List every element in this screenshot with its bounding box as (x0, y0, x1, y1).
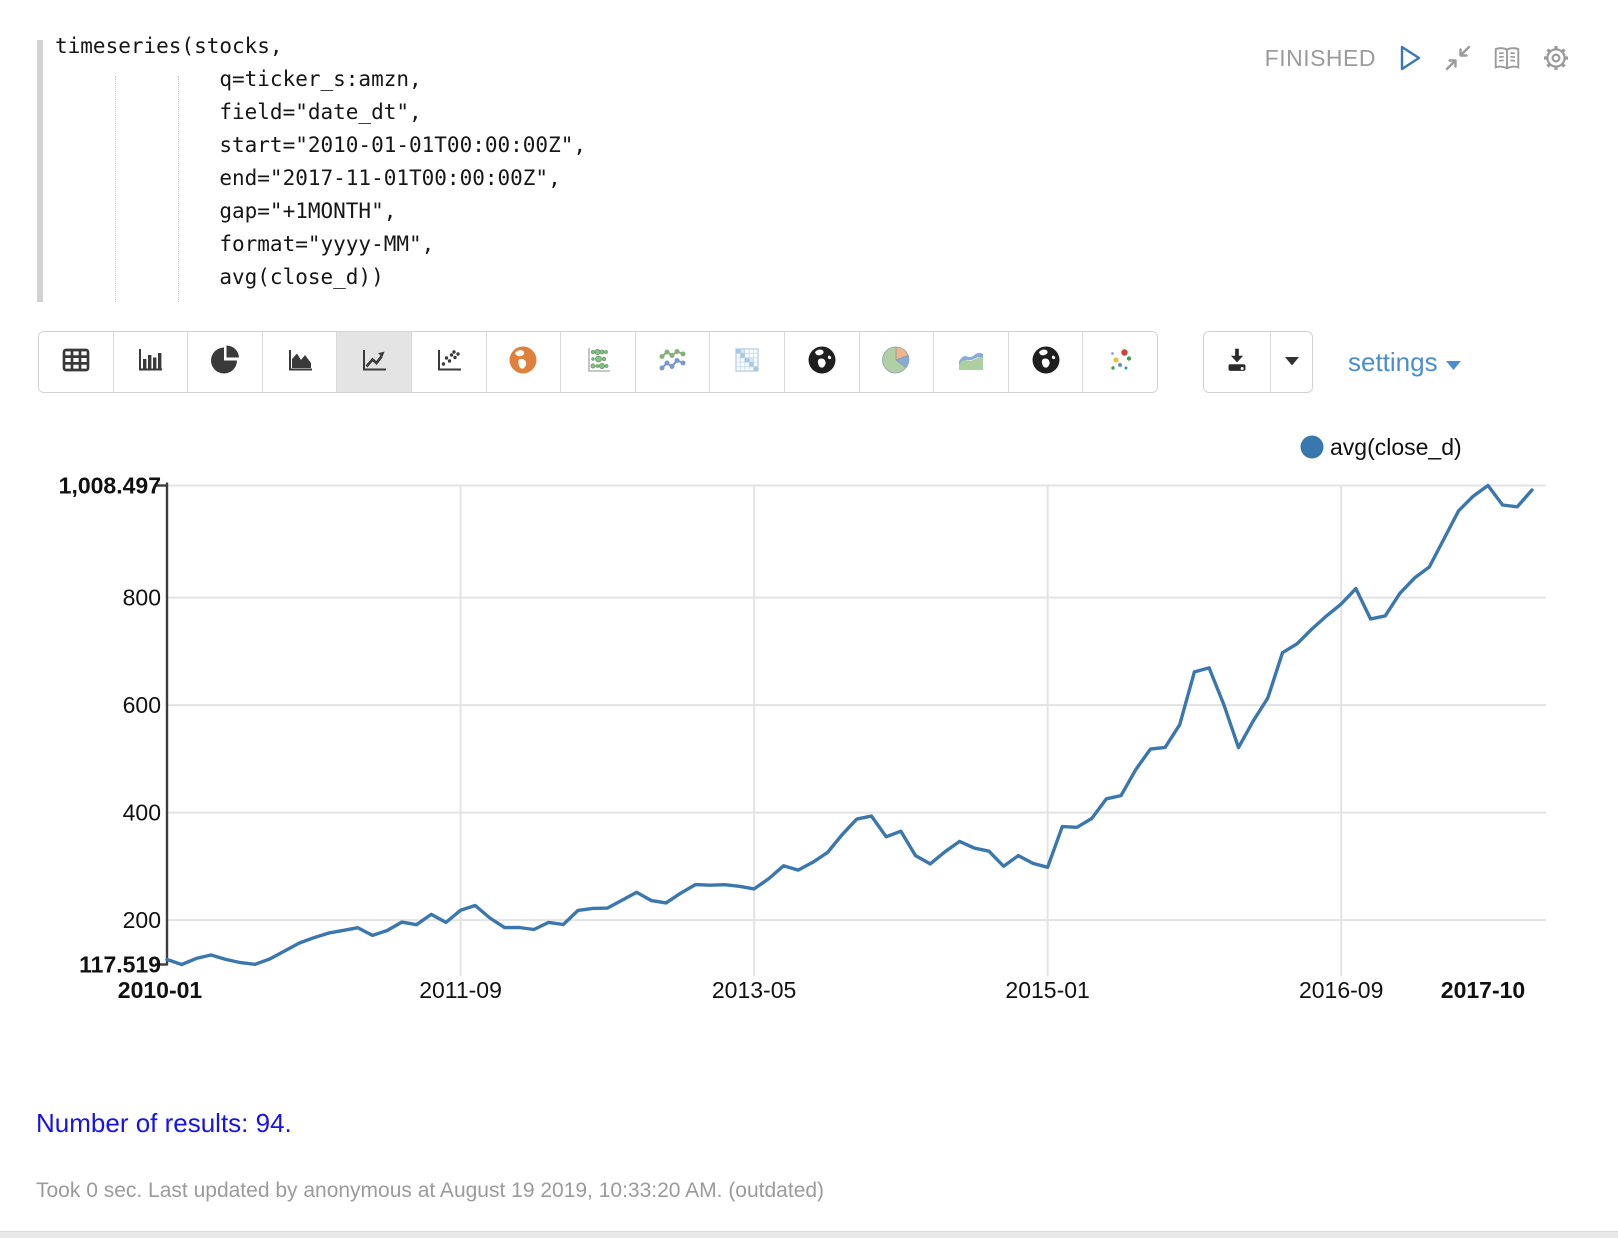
caret-down-icon (1284, 353, 1299, 371)
stacked-area-chart-icon (954, 343, 988, 382)
chart-type-toolbar (38, 331, 1158, 393)
scatter-colored-icon (1103, 343, 1137, 382)
chart-type-pie-button[interactable] (188, 332, 263, 392)
y-axis-tick-label: 800 (123, 585, 161, 611)
area-chart-icon (283, 343, 317, 382)
table-icon (59, 343, 93, 382)
chart-type-bubble-grid-button[interactable] (561, 332, 636, 392)
indent-guide (178, 76, 179, 302)
bottom-divider-strip (0, 1231, 1618, 1238)
download-button-group (1203, 331, 1313, 393)
x-axis-tick-label: 2010-01 (118, 977, 203, 1003)
chart-type-table-button[interactable] (39, 332, 114, 392)
chart-type-area-button[interactable] (262, 332, 338, 392)
chart-type-stacked-area-button[interactable] (934, 332, 1009, 392)
y-axis-tick-label: 600 (123, 692, 161, 718)
scatter-plot-icon (432, 343, 466, 382)
download-icon (1221, 344, 1253, 381)
bubble-grid-icon (581, 343, 615, 382)
multi-line-chart-icon (656, 343, 690, 382)
gear-icon[interactable] (1540, 42, 1572, 74)
chart-type-globe-alt-button[interactable] (1008, 332, 1084, 392)
pie-chart-colored-icon (879, 343, 913, 382)
chart-type-scatter-button[interactable] (411, 332, 487, 392)
code-editor[interactable]: timeseries(stocks, q=ticker_s:amzn, fiel… (55, 34, 587, 289)
line-chart-icon (357, 343, 391, 382)
bar-chart-icon (133, 343, 167, 382)
indent-guide (115, 76, 116, 302)
x-axis-tick-label: 2016-09 (1299, 977, 1383, 1003)
y-axis-tick-label: 200 (123, 907, 161, 933)
chart-type-map-button[interactable] (486, 332, 562, 392)
x-axis-tick-label: 2011-09 (419, 977, 502, 1003)
chart-type-multi-line-button[interactable] (635, 332, 711, 392)
heatmap-icon (730, 343, 764, 382)
paragraph-status-text: Took 0 sec. Last updated by anonymous at… (36, 1179, 825, 1202)
notebook-icon[interactable] (1491, 42, 1523, 74)
x-axis-tick-label: 2015-01 (1005, 977, 1089, 1003)
x-axis-tick-label: 2017-10 (1441, 977, 1525, 1003)
y-axis-tick-label: 117.519 (79, 952, 161, 978)
y-axis-tick-label: 400 (123, 800, 161, 826)
legend-swatch[interactable] (1300, 435, 1324, 459)
chart-type-line-button[interactable] (337, 332, 412, 392)
download-button[interactable] (1204, 332, 1271, 392)
chart-type-heatmap-button[interactable] (710, 332, 785, 392)
paragraph-control-bar: FINISHED (1265, 42, 1572, 74)
editor-gutter-bar (37, 40, 43, 302)
collapse-icon[interactable] (1442, 42, 1474, 74)
status-badge: FINISHED (1264, 44, 1376, 71)
legend-label[interactable]: avg(close_d) (1330, 434, 1462, 460)
chart-type-globe-button[interactable] (784, 332, 860, 392)
chart-type-bar-button[interactable] (113, 332, 189, 392)
map-globe-orange-icon (506, 343, 540, 382)
chart-type-pie-colored-button[interactable] (859, 332, 935, 392)
x-axis-tick-label: 2013-05 (712, 977, 796, 1003)
settings-label: settings (1348, 346, 1438, 377)
pie-chart-icon (208, 343, 242, 382)
run-icon[interactable] (1393, 42, 1425, 74)
download-options-caret-button[interactable] (1271, 332, 1312, 392)
globe-icon (805, 343, 839, 382)
y-axis-tick-label: 1,008.497 (59, 473, 161, 499)
chart-type-scatter-colored-button[interactable] (1083, 332, 1157, 392)
results-count-text: Number of results: 94. (36, 1108, 292, 1138)
caret-down-icon (1445, 347, 1461, 378)
chart-line-path[interactable] (165, 483, 1534, 967)
globe-alt-icon (1029, 343, 1063, 382)
settings-link[interactable]: settings (1348, 331, 1461, 393)
